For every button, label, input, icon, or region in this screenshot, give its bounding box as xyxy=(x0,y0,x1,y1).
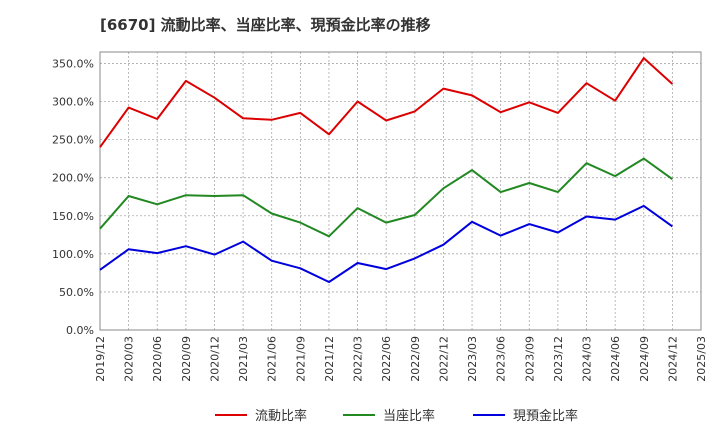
series-line-0 xyxy=(99,57,674,148)
x-tick-label: 2021/09 xyxy=(294,336,307,382)
series-line-1 xyxy=(99,157,673,238)
grid-lines xyxy=(99,52,702,331)
y-tick-label: 200.0% xyxy=(52,172,94,185)
x-tick-label: 2022/12 xyxy=(437,336,450,382)
x-tick-label: 2021/06 xyxy=(266,336,279,382)
x-tick-label: 2023/12 xyxy=(552,336,565,382)
y-axis-ticks: 0.0% 50.0% 100.0% 150.0% 200.0% 250.0% 300.0% 3… xyxy=(52,57,94,337)
x-tick-label: 2023/03 xyxy=(466,336,479,382)
y-tick-label: 100.0% xyxy=(52,248,94,261)
y-tick-label: 350.0% xyxy=(52,57,94,70)
y-tick-label: 150.0% xyxy=(52,210,94,223)
x-tick-label: 2020/03 xyxy=(123,336,136,382)
x-tick-label: 2024/06 xyxy=(609,336,622,382)
legend-label-2: 現預金比率 xyxy=(513,408,578,424)
y-tick-label: 0.0% xyxy=(66,324,94,337)
x-tick-label: 2024/12 xyxy=(666,336,679,382)
series-lines xyxy=(99,57,674,283)
x-tick-label: 2022/09 xyxy=(409,336,422,382)
chart-title: [6670] 流動比率、当座比率、現預金比率の推移 xyxy=(100,16,431,34)
x-tick-label: 2022/03 xyxy=(352,336,365,382)
x-tick-label: 2024/03 xyxy=(581,336,594,382)
x-tick-label: 2019/12 xyxy=(94,336,107,382)
series-line-2 xyxy=(99,204,673,283)
legend-label-1: 当座比率 xyxy=(383,408,435,424)
x-tick-label: 2020/06 xyxy=(151,336,164,382)
x-tick-label: 2021/12 xyxy=(323,336,336,382)
x-tick-label: 2024/09 xyxy=(638,336,651,382)
x-tick-label: 2023/06 xyxy=(495,336,508,382)
legend-label-0: 流動比率 xyxy=(255,408,307,424)
y-tick-label: 300.0% xyxy=(52,96,94,109)
plot-area-border xyxy=(99,51,702,331)
y-tick-label: 50.0% xyxy=(59,286,94,299)
x-tick-label: 2021/03 xyxy=(237,336,250,382)
x-tick-label: 2025/03 xyxy=(695,336,708,382)
x-tick-label: 2020/09 xyxy=(180,336,193,382)
legend: 流動比率 当座比率 現預金比率 xyxy=(215,408,578,424)
x-tick-label: 2022/06 xyxy=(380,336,393,382)
y-tick-label: 250.0% xyxy=(52,134,94,147)
x-axis-ticks: 2019/12 2020/03 2020/06 2020/09 2020/12 2021/… xyxy=(94,336,708,382)
x-tick-label: 2023/09 xyxy=(523,336,536,382)
x-tick-label: 2020/12 xyxy=(208,336,221,382)
